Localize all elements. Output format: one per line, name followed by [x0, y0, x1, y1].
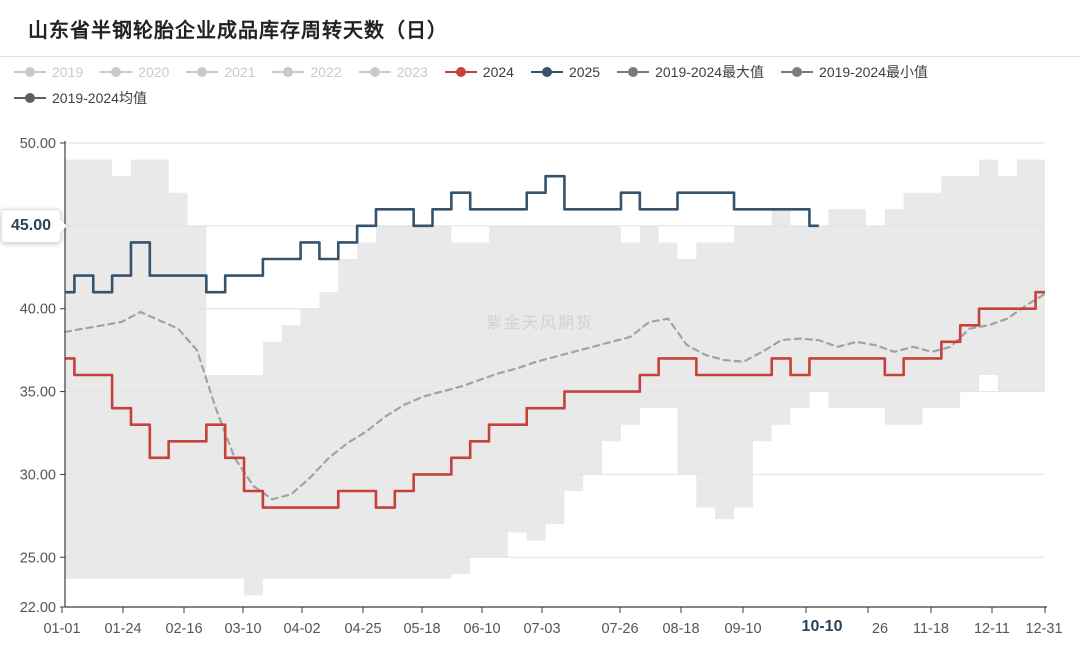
legend-item-label: 2021: [224, 64, 256, 80]
x-axis-label: 01-24: [104, 621, 141, 637]
x-axis-label: 01-01: [43, 621, 80, 637]
y-axis-pointer-badge: 45.00: [1, 208, 61, 243]
x-axis-label: 04-25: [344, 621, 381, 637]
x-axis-label: 08-18: [662, 621, 699, 637]
legend-item-label: 2019: [52, 64, 84, 80]
series-2024-line: [65, 290, 1045, 509]
x-axis-label: 05-18: [403, 621, 440, 637]
y-axis-label: 25.00: [20, 550, 56, 566]
legend-item-2019-2024最大值[interactable]: 2019-2024最大值: [617, 62, 764, 82]
legend-line-dot-icon: [530, 67, 563, 77]
x-axis-label: 03-10: [224, 621, 261, 637]
legend-item-label: 2025: [568, 64, 601, 80]
legend-line-dot-icon: [781, 67, 814, 77]
y-axis-label: 35.00: [20, 385, 56, 401]
y-axis-label: 22.00: [20, 600, 56, 616]
x-axis-label: 07-03: [523, 621, 560, 637]
legend-line-dot-icon: [444, 67, 477, 77]
legend-item-label: 2020: [138, 64, 170, 80]
legend-item-label: 2019-2024最大值: [655, 64, 765, 80]
y-axis-label: 40.00: [20, 302, 56, 318]
legend-item-label: 2019-2024均值: [52, 90, 147, 106]
watermark: 紫金天风期货: [485, 315, 595, 332]
title-divider: [0, 56, 1080, 57]
legend-line-dot-icon: [358, 67, 391, 77]
legend-item-label: 2024: [482, 64, 514, 80]
legend: 2019 2020 2021 2022 2023 2024 2025 2019-2024最大值…: [14, 62, 928, 108]
x-axis-label: 11-18: [913, 621, 949, 637]
legend-item-2025[interactable]: 2025: [530, 64, 601, 80]
x-axis-pointer-label: 10-10: [801, 618, 843, 635]
x-axis-label: 06-10: [463, 621, 500, 637]
legend-item-label: 2023: [396, 64, 428, 80]
x-axis-label: 09-10: [724, 621, 761, 637]
legend-line-dot-icon: [272, 67, 305, 77]
legend-item-2023[interactable]: 2023: [358, 64, 428, 80]
x-axis-label: 26: [872, 621, 888, 637]
x-axis-label: 12-31: [1025, 621, 1062, 637]
legend-item-label: 2019-2024最小值: [819, 64, 928, 80]
x-axis-label: 02-16: [165, 621, 202, 637]
legend-line-dot-icon: [186, 67, 219, 77]
legend-item-2019-2024均值[interactable]: 2019-2024均值: [14, 88, 147, 108]
legend-line-dot-icon: [14, 67, 46, 77]
x-axis-label: 12-11: [974, 621, 1010, 637]
legend-line-dot-icon: [100, 67, 133, 77]
y-axis-label: 50.00: [20, 136, 56, 152]
legend-item-2019[interactable]: 2019: [14, 64, 83, 80]
legend-item-2024[interactable]: 2024: [444, 64, 514, 80]
legend-item-2020[interactable]: 2020: [100, 64, 169, 80]
legend-item-2019-2024最小值[interactable]: 2019-2024最小值: [781, 62, 928, 82]
legend-line-dot-icon: [14, 93, 46, 103]
legend-row: 2019-2024均值: [14, 88, 928, 108]
legend-row: 2019 2020 2021 2022 2023 2024 2025 2019-2024最大值…: [14, 62, 928, 82]
series-minmax-band: [65, 159, 1045, 596]
x-axis-label: 04-02: [283, 621, 320, 637]
series-mean-line: [63, 292, 1047, 501]
legend-item-2021[interactable]: 2021: [186, 64, 255, 80]
legend-item-2022[interactable]: 2022: [272, 64, 342, 80]
y-axis-label: 30.00: [20, 467, 56, 483]
legend-line-dot-icon: [617, 67, 650, 77]
chart-title: 山东省半钢轮胎企业成品库存周转天数（日）: [28, 20, 448, 42]
x-axis-label: 07-26: [601, 621, 638, 637]
series-2025-line: [65, 174, 819, 294]
legend-item-label: 2022: [310, 64, 342, 80]
